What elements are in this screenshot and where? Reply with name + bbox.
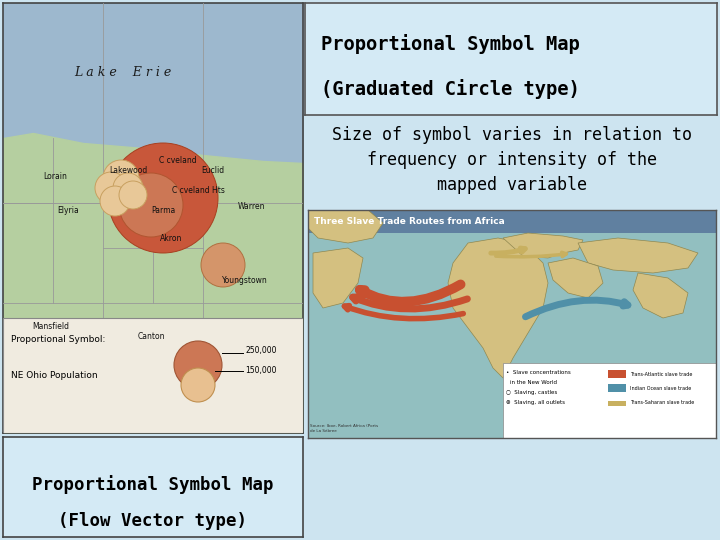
- Ellipse shape: [36, 326, 66, 356]
- Text: •  Slave concentrations: • Slave concentrations: [506, 370, 571, 375]
- Ellipse shape: [119, 173, 183, 237]
- Text: Euclid: Euclid: [202, 166, 225, 175]
- Bar: [308, 210, 716, 233]
- Bar: [3, 318, 303, 433]
- Text: Proportional Symbol Map: Proportional Symbol Map: [32, 475, 274, 494]
- Polygon shape: [448, 238, 548, 378]
- Text: Lorain: Lorain: [43, 172, 67, 181]
- Polygon shape: [633, 273, 688, 318]
- Ellipse shape: [95, 172, 127, 204]
- Text: C cveland: C cveland: [159, 156, 197, 165]
- Bar: [3, 3, 303, 163]
- Text: (Flow Vector type): (Flow Vector type): [58, 512, 248, 530]
- Text: 250,000: 250,000: [245, 347, 276, 355]
- Text: L a k e    E r i e: L a k e E r i e: [74, 66, 171, 79]
- Ellipse shape: [138, 342, 164, 368]
- Text: ⊗  Slaving, all outlets: ⊗ Slaving, all outlets: [506, 400, 565, 405]
- Text: Elyria: Elyria: [57, 206, 79, 215]
- Bar: [608, 384, 626, 392]
- Text: C cveland Hts: C cveland Hts: [171, 186, 225, 195]
- Text: Akron: Akron: [160, 234, 182, 243]
- Polygon shape: [548, 258, 603, 298]
- Ellipse shape: [100, 186, 130, 216]
- Text: Mansfield: Mansfield: [32, 322, 70, 331]
- Ellipse shape: [103, 160, 139, 196]
- Text: 150,000: 150,000: [245, 367, 276, 375]
- Text: (Graduated Circle type): (Graduated Circle type): [322, 79, 580, 99]
- Polygon shape: [503, 233, 583, 258]
- Text: Lakewood: Lakewood: [109, 166, 147, 175]
- Text: Parma: Parma: [151, 206, 175, 215]
- Ellipse shape: [201, 243, 245, 287]
- Ellipse shape: [174, 341, 222, 389]
- Text: NE Ohio Population: NE Ohio Population: [11, 371, 98, 380]
- Text: Three Slave Trade Routes from Africa: Three Slave Trade Routes from Africa: [314, 218, 505, 226]
- Polygon shape: [578, 238, 698, 273]
- Text: Trans-Atlantic slave trade: Trans-Atlantic slave trade: [630, 372, 693, 376]
- Ellipse shape: [113, 173, 143, 203]
- Text: Warren: Warren: [238, 202, 265, 211]
- Text: ○  Slaving, castles: ○ Slaving, castles: [506, 390, 557, 395]
- Text: in the New World: in the New World: [510, 380, 557, 385]
- Ellipse shape: [119, 181, 147, 209]
- Polygon shape: [313, 248, 363, 308]
- Text: Trans-Saharan slave trade: Trans-Saharan slave trade: [630, 400, 694, 404]
- Bar: [608, 401, 626, 406]
- Text: Proportional Symbol Map: Proportional Symbol Map: [322, 35, 580, 55]
- Ellipse shape: [108, 143, 218, 253]
- Bar: [608, 370, 626, 378]
- Text: Youngstown: Youngstown: [222, 276, 268, 285]
- Bar: [503, 363, 716, 438]
- Polygon shape: [308, 210, 383, 243]
- Text: Size of symbol varies in relation to
frequency or intensity of the
mapped variab: Size of symbol varies in relation to fre…: [332, 126, 692, 194]
- Bar: [3, 143, 303, 433]
- Text: Proportional Symbol:: Proportional Symbol:: [11, 335, 105, 344]
- Text: Source: Iboe, Robert Africa (Ports
de La Sébree: Source: Iboe, Robert Africa (Ports de La…: [310, 424, 378, 433]
- Ellipse shape: [181, 368, 215, 402]
- Text: Indian Ocean slave trade: Indian Ocean slave trade: [630, 386, 691, 390]
- Text: Canton: Canton: [138, 332, 165, 341]
